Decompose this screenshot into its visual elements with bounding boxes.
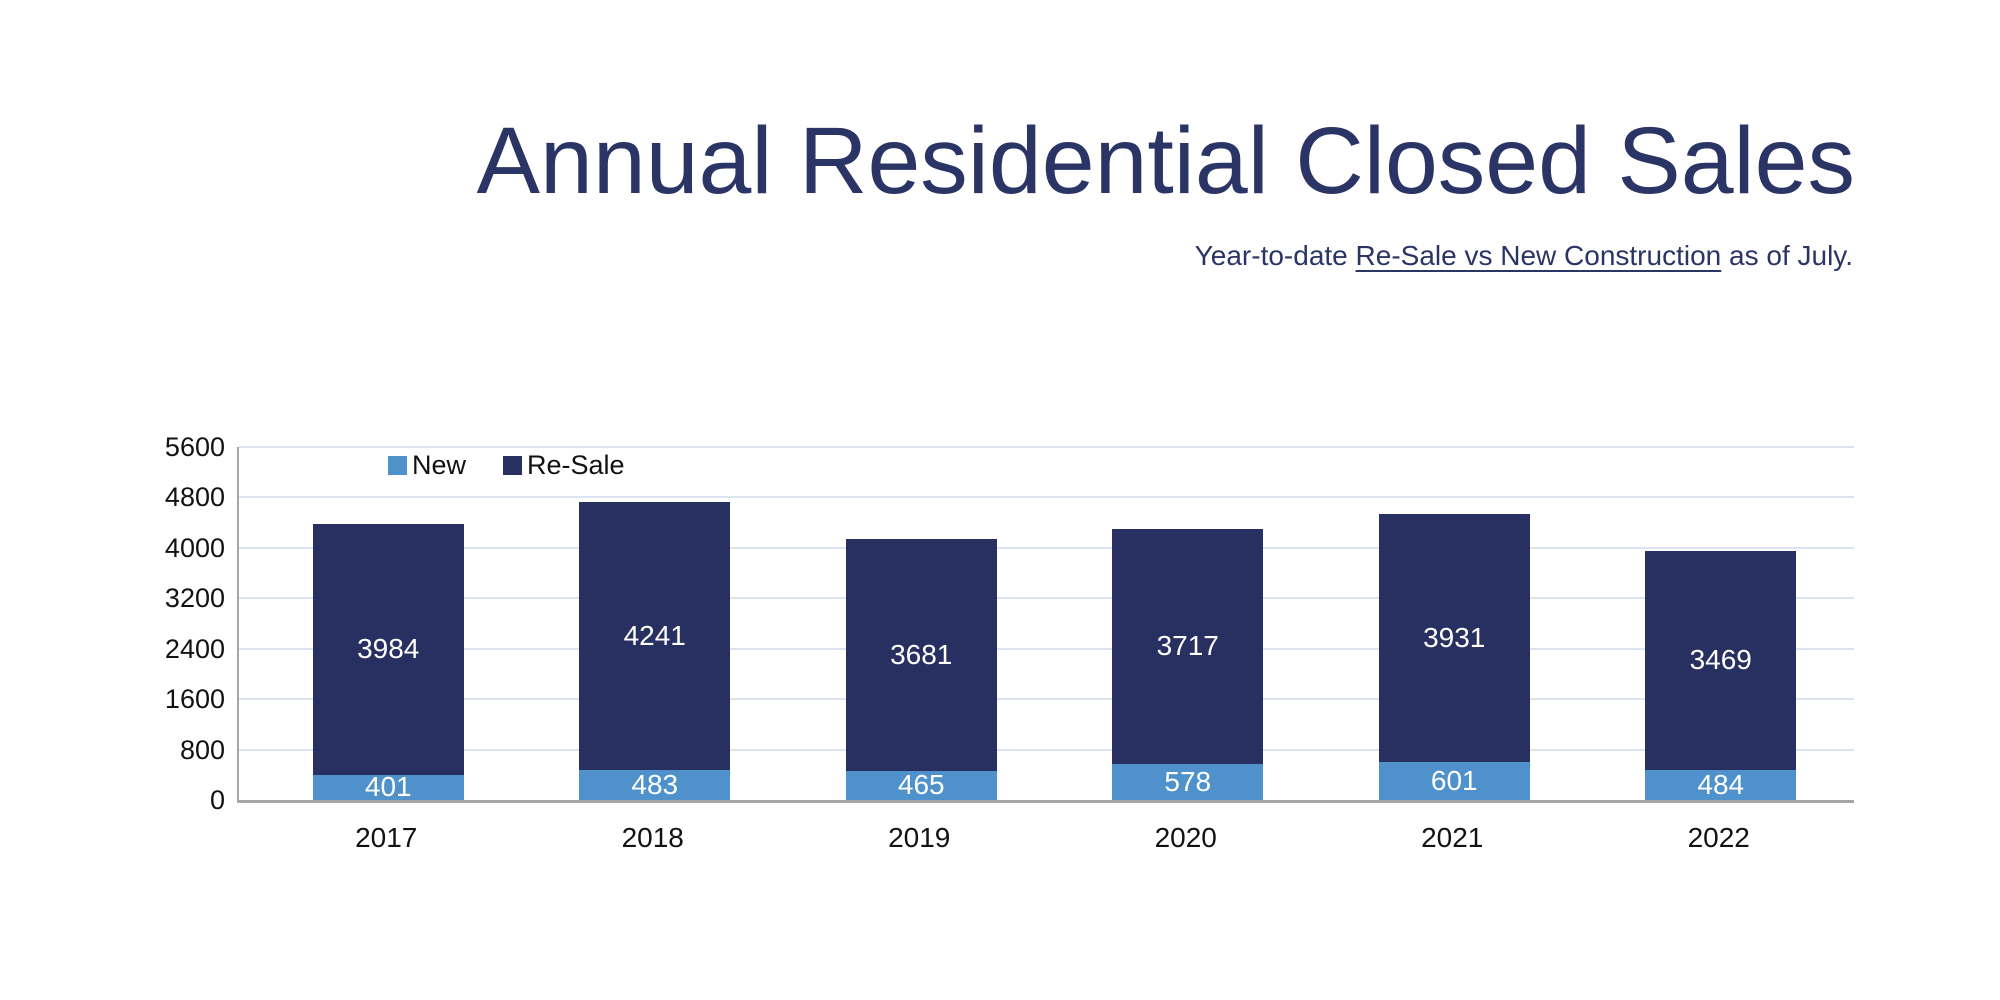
x-tick-label: 2018: [621, 822, 684, 853]
plot-area: 3984 401 4241 483 3681 465 3717 578 3931 601 3469 4…: [237, 446, 1855, 803]
new-value-label: 465: [897, 769, 945, 801]
gridline: [239, 446, 1854, 448]
resale-value-label: 3469: [1689, 644, 1752, 676]
resale-segment: 4241: [579, 502, 731, 770]
subtitle-prefix: Year-to-date: [1194, 240, 1356, 271]
resale-value-label: 3681: [890, 638, 953, 670]
legend: New Re-Sale: [388, 450, 625, 481]
y-tick-label: 3200: [164, 583, 225, 614]
gridline: [239, 597, 1854, 600]
resale-value-label: 3931: [1423, 622, 1486, 654]
new-segment: 578: [1112, 763, 1264, 800]
y-axis-labels: 0 800 1600 2400 3200 4000 4800 5600: [0, 432, 225, 815]
bar-2018: 4241 483: [579, 502, 731, 800]
chart-subtitle: Year-to-date Re-Sale vs New Construction…: [0, 240, 1853, 272]
gridline: [239, 748, 1854, 751]
gridline: [239, 546, 1854, 549]
legend-item-new: New: [388, 450, 466, 481]
y-tick-label: 1600: [164, 684, 225, 715]
bar-slot: 4241 483: [522, 502, 789, 800]
legend-label-resale: Re-Sale: [527, 450, 625, 480]
resale-value-label: 3717: [1156, 630, 1219, 662]
x-tick-label: 2021: [1421, 822, 1484, 853]
gridline: [239, 698, 1854, 701]
new-segment: 483: [579, 768, 731, 800]
bar-slot: 3717 578: [1055, 529, 1322, 800]
new-segment: 465: [845, 769, 997, 801]
resale-segment: 3469: [1645, 550, 1797, 770]
bar-2020: 3717 578: [1112, 529, 1264, 800]
bar-2017: 3984 401: [312, 523, 464, 803]
bar-slot: 3681 465: [788, 538, 1055, 801]
legend-label-new: New: [412, 450, 467, 480]
x-axis-labels: 2017 2018 2019 2020 2021 2022: [237, 822, 1852, 854]
y-tick-label: 4800: [164, 482, 225, 513]
legend-item-resale: Re-Sale: [503, 450, 625, 481]
x-tick-label: 2019: [888, 822, 951, 853]
x-tick-label: 2020: [1154, 822, 1217, 853]
bar-slot: 3984 401: [255, 523, 522, 803]
y-tick-label: 2400: [164, 633, 225, 664]
gridline: [239, 647, 1854, 650]
new-value-label: 484: [1697, 768, 1745, 800]
resale-segment: 3931: [1378, 514, 1530, 763]
y-tick-label: 800: [179, 734, 225, 765]
new-segment: 601: [1378, 762, 1530, 800]
new-value-label: 601: [1430, 765, 1478, 797]
gridline: [239, 496, 1854, 499]
bar-2019: 3681 465: [845, 538, 997, 801]
subtitle-suffix: as of July.: [1721, 240, 1853, 271]
bar-slot: 3931 601: [1321, 514, 1588, 800]
resale-segment: 3681: [845, 538, 997, 771]
subtitle-underlined-text: Re-Sale vs New Construction: [1355, 240, 1722, 271]
new-segment: 401: [312, 771, 464, 803]
resale-series-swatch-icon: [503, 456, 523, 475]
resale-value-label: 3984: [357, 633, 420, 665]
x-tick-label: 2017: [355, 822, 418, 853]
x-tick-label: 2022: [1687, 822, 1750, 853]
resale-segment: 3984: [312, 523, 464, 775]
bar-2021: 3931 601: [1378, 514, 1530, 800]
new-series-swatch-icon: [388, 456, 407, 475]
bars-row: 3984 401 4241 483 3681 465 3717 578 3931 601 3469 4…: [239, 447, 1855, 803]
new-value-label: 578: [1164, 765, 1212, 797]
bar-slot: 3469 484: [1588, 550, 1855, 800]
new-value-label: 401: [364, 771, 412, 803]
y-tick-label: 0: [209, 785, 225, 815]
bar-2022: 3469 484: [1645, 550, 1797, 800]
new-segment: 484: [1645, 768, 1797, 800]
resale-value-label: 4241: [623, 619, 686, 651]
y-tick-label: 4000: [164, 532, 225, 563]
new-value-label: 483: [631, 768, 679, 800]
chart-title: Annual Residential Closed Sales: [476, 108, 1855, 214]
y-tick-label: 5600: [164, 432, 225, 462]
resale-segment: 3717: [1112, 529, 1264, 764]
